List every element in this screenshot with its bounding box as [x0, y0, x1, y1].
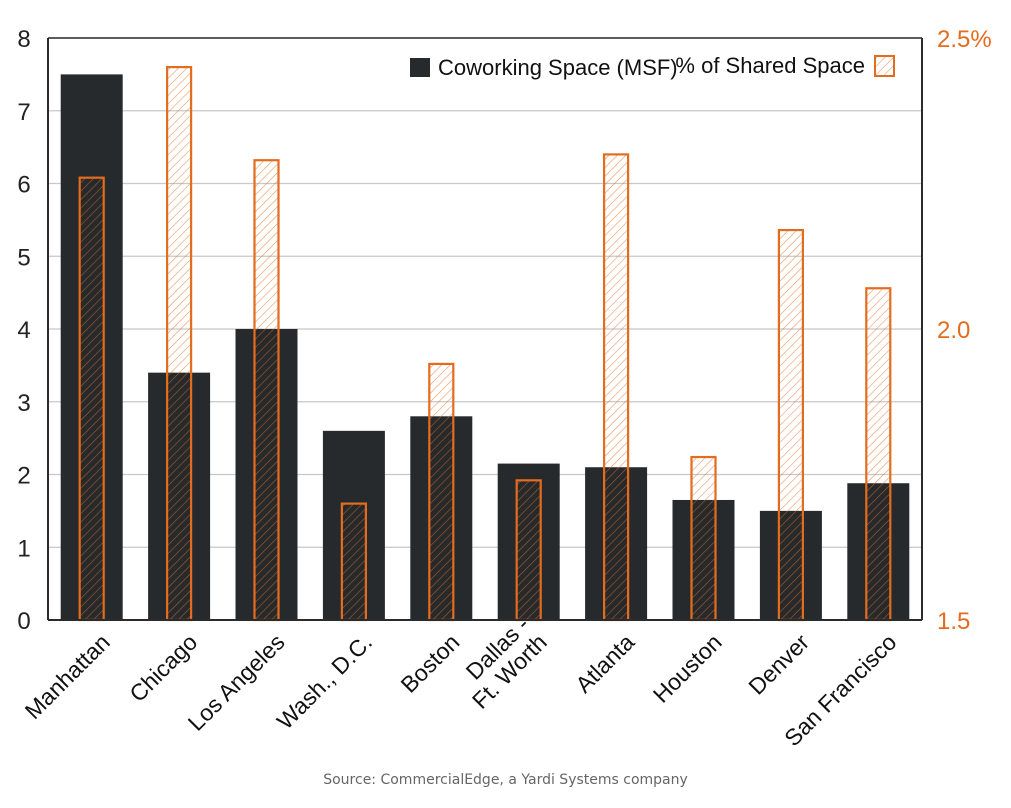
y-left-tick-label: 3	[17, 390, 30, 417]
y-left-tick-label: 6	[17, 172, 30, 199]
bar-shared-san-francisco	[865, 287, 892, 622]
y-left-tick-label: 8	[17, 26, 30, 53]
x-tick-label-line: Boston	[395, 629, 464, 698]
bar-shared-wash-d-c	[340, 502, 367, 622]
y-left-tick-label: 0	[17, 608, 30, 635]
bar-shared-dallas-ft-worth	[515, 479, 542, 622]
legend-label-coworking: Coworking Space (MSF)	[438, 55, 678, 80]
x-tick-label-line: Houston	[648, 629, 727, 708]
y-left-tick-label: 1	[17, 535, 30, 562]
x-tick-label: Dallas -Ft. Worth	[461, 611, 552, 714]
x-tick-label: Atlanta	[570, 629, 639, 698]
x-tick-label-line: Chicago	[124, 629, 202, 707]
x-tick-label-line: Denver	[743, 629, 814, 700]
x-tick-label: Wash., D.C.	[272, 629, 377, 734]
x-tick-label-line: Manhattan	[20, 629, 115, 724]
bar-shared-manhattan	[78, 176, 105, 622]
bar-shared-chicago	[166, 65, 193, 622]
x-tick-label-line: Atlanta	[570, 629, 639, 698]
bar-shared-houston	[690, 455, 717, 622]
y-left-tick-label: 4	[17, 317, 30, 344]
bars	[60, 65, 910, 622]
bar-shared-atlanta	[602, 153, 630, 622]
bar-shared-boston	[428, 362, 455, 622]
legend-swatch-shared	[874, 55, 895, 77]
x-tick-label: Manhattan	[20, 629, 115, 724]
x-tick-label: Chicago	[124, 629, 202, 707]
y-right-tick-label: 2.5%	[937, 26, 992, 53]
legend-label-shared: % of Shared Space	[675, 53, 865, 78]
legend-swatch-coworking	[410, 58, 430, 77]
x-tick-label: Houston	[648, 629, 727, 708]
y-right-tick-label: 1.5	[937, 608, 970, 635]
y-right-tick-label: 2.0	[937, 317, 970, 344]
source-note: Source: CommercialEdge, a Yardi Systems …	[323, 772, 688, 788]
bar-shared-los-angeles	[253, 159, 280, 622]
y-left-tick-label: 7	[17, 99, 30, 126]
legend: Coworking Space (MSF) % of Shared Space	[410, 53, 895, 80]
bar-shared-denver	[777, 228, 805, 622]
y-left-tick-label: 2	[17, 463, 30, 490]
x-tick-label-line: Wash., D.C.	[272, 629, 377, 734]
y-left-tick-label: 5	[17, 244, 30, 271]
x-tick-label: Denver	[743, 629, 814, 700]
x-tick-label: Boston	[395, 629, 464, 698]
